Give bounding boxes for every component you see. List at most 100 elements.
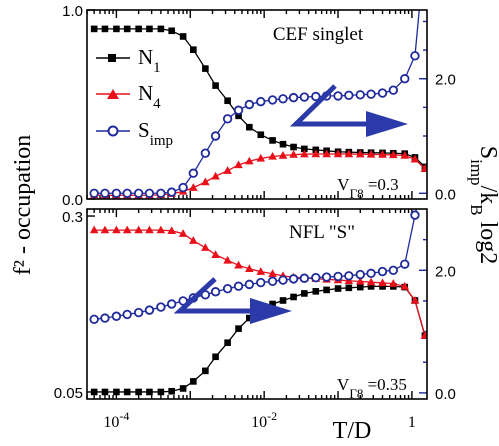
data-point-n4 [256, 267, 266, 275]
data-point-n4 [289, 150, 298, 158]
data-point-simp [267, 276, 278, 287]
data-point-simp [256, 96, 266, 107]
left-y-tick-label: 0.0 [62, 192, 83, 209]
series-simp [89, 10, 420, 198]
data-point-simp [188, 168, 199, 178]
data-point-n1 [179, 33, 187, 40]
data-point-n4 [355, 276, 365, 285]
data-point-n1 [279, 140, 287, 148]
data-point-n1 [334, 285, 342, 292]
data-point-simp [388, 85, 399, 95]
data-point-n1 [379, 283, 386, 290]
data-point-simp [400, 74, 410, 84]
legend-label-simp: Simp [138, 118, 173, 149]
data-point-n4 [268, 269, 277, 277]
data-point-n1 [290, 143, 297, 151]
data-point-n4 [410, 154, 420, 163]
legend-marker-n1 [108, 54, 116, 62]
legend-marker-simp [107, 125, 119, 137]
data-point-n4 [420, 331, 427, 339]
x-axis-label: T/D [333, 418, 372, 444]
data-point-simp [344, 90, 354, 101]
data-point-n1 [135, 25, 142, 33]
data-point-simp [122, 309, 132, 320]
data-point-simp [178, 182, 188, 193]
data-point-n4 [223, 255, 232, 264]
data-point-n4 [333, 149, 343, 158]
data-point-n4 [378, 150, 387, 158]
data-point-n4 [311, 149, 321, 158]
data-point-simp [133, 307, 144, 318]
data-point-n1 [202, 65, 209, 72]
data-point-simp [210, 131, 221, 141]
data-point-simp [344, 271, 354, 281]
data-point-n4 [211, 171, 220, 180]
data-point-n4 [189, 236, 198, 244]
data-point-n1 [179, 385, 187, 392]
data-point-n4 [410, 295, 420, 304]
data-point-n4 [112, 225, 121, 234]
top-panel-param: VΓ8 =0.3 [337, 175, 398, 201]
data-point-n4 [278, 151, 288, 159]
data-point-simp [200, 148, 211, 158]
data-point-n4 [100, 225, 110, 234]
data-point-simp [299, 273, 310, 283]
data-point-n4 [122, 225, 132, 234]
right-axis-label: Simp/kB log2 [468, 146, 499, 265]
data-point-n4 [420, 164, 427, 172]
data-point-n4 [245, 156, 254, 165]
data-point-simp [233, 281, 244, 291]
data-point-simp [89, 188, 99, 198]
data-point-simp [366, 268, 376, 279]
data-point-simp [388, 265, 399, 275]
data-point-simp [244, 99, 255, 110]
data-point-n4 [167, 226, 176, 235]
data-point-n1 [202, 367, 209, 375]
data-point-simp [222, 114, 233, 124]
data-point-n4 [201, 243, 210, 251]
data-point-n1 [224, 339, 231, 347]
right-y-tick-label: 0.0 [435, 386, 456, 403]
legend-label-n4: N4 [138, 81, 161, 112]
data-point-n1 [101, 388, 109, 396]
data-point-simp [256, 277, 266, 288]
data-point-simp [311, 91, 321, 102]
data-point-n4 [234, 160, 243, 169]
data-point-simp [267, 95, 278, 105]
data-point-simp [144, 188, 155, 198]
data-point-simp [278, 275, 288, 285]
data-point-n1 [279, 297, 287, 304]
right-y-tick-label: 2.0 [435, 263, 456, 280]
panel-bottom: 10-4 10-2 1 0.05 0.3 0.0 2.0 [54, 209, 456, 431]
data-point-n1 [290, 293, 297, 301]
data-point-n1 [101, 25, 109, 33]
right-y-tick-label: 0.0 [435, 186, 456, 203]
data-point-n1 [224, 97, 231, 105]
data-point-simp [166, 299, 177, 309]
data-point-n1 [323, 286, 330, 294]
data-point-n4 [400, 281, 410, 290]
legend-label-n1: N1 [138, 45, 161, 76]
left-y-tick-label: 0.3 [62, 209, 83, 226]
data-point-n4 [389, 279, 398, 287]
data-point-n1 [113, 25, 120, 33]
data-point-n1 [301, 145, 308, 153]
top-panel-arrow [289, 84, 408, 137]
data-point-n1 [301, 290, 308, 297]
data-point-simp [288, 92, 299, 103]
data-point-n1 [123, 25, 131, 33]
data-point-n4 [201, 177, 210, 186]
data-point-n1 [246, 123, 253, 131]
data-point-n1 [190, 46, 197, 53]
data-point-n1 [345, 284, 353, 292]
data-point-simp [111, 311, 122, 321]
data-point-simp [156, 302, 166, 312]
data-point-simp [278, 94, 288, 104]
data-point-simp [333, 271, 343, 282]
data-point-n1 [168, 387, 175, 395]
data-point-n4 [145, 225, 154, 234]
data-point-n1 [146, 25, 153, 33]
bottom-panel-frame [86, 208, 428, 400]
x-tick-label: 1 [408, 414, 416, 431]
